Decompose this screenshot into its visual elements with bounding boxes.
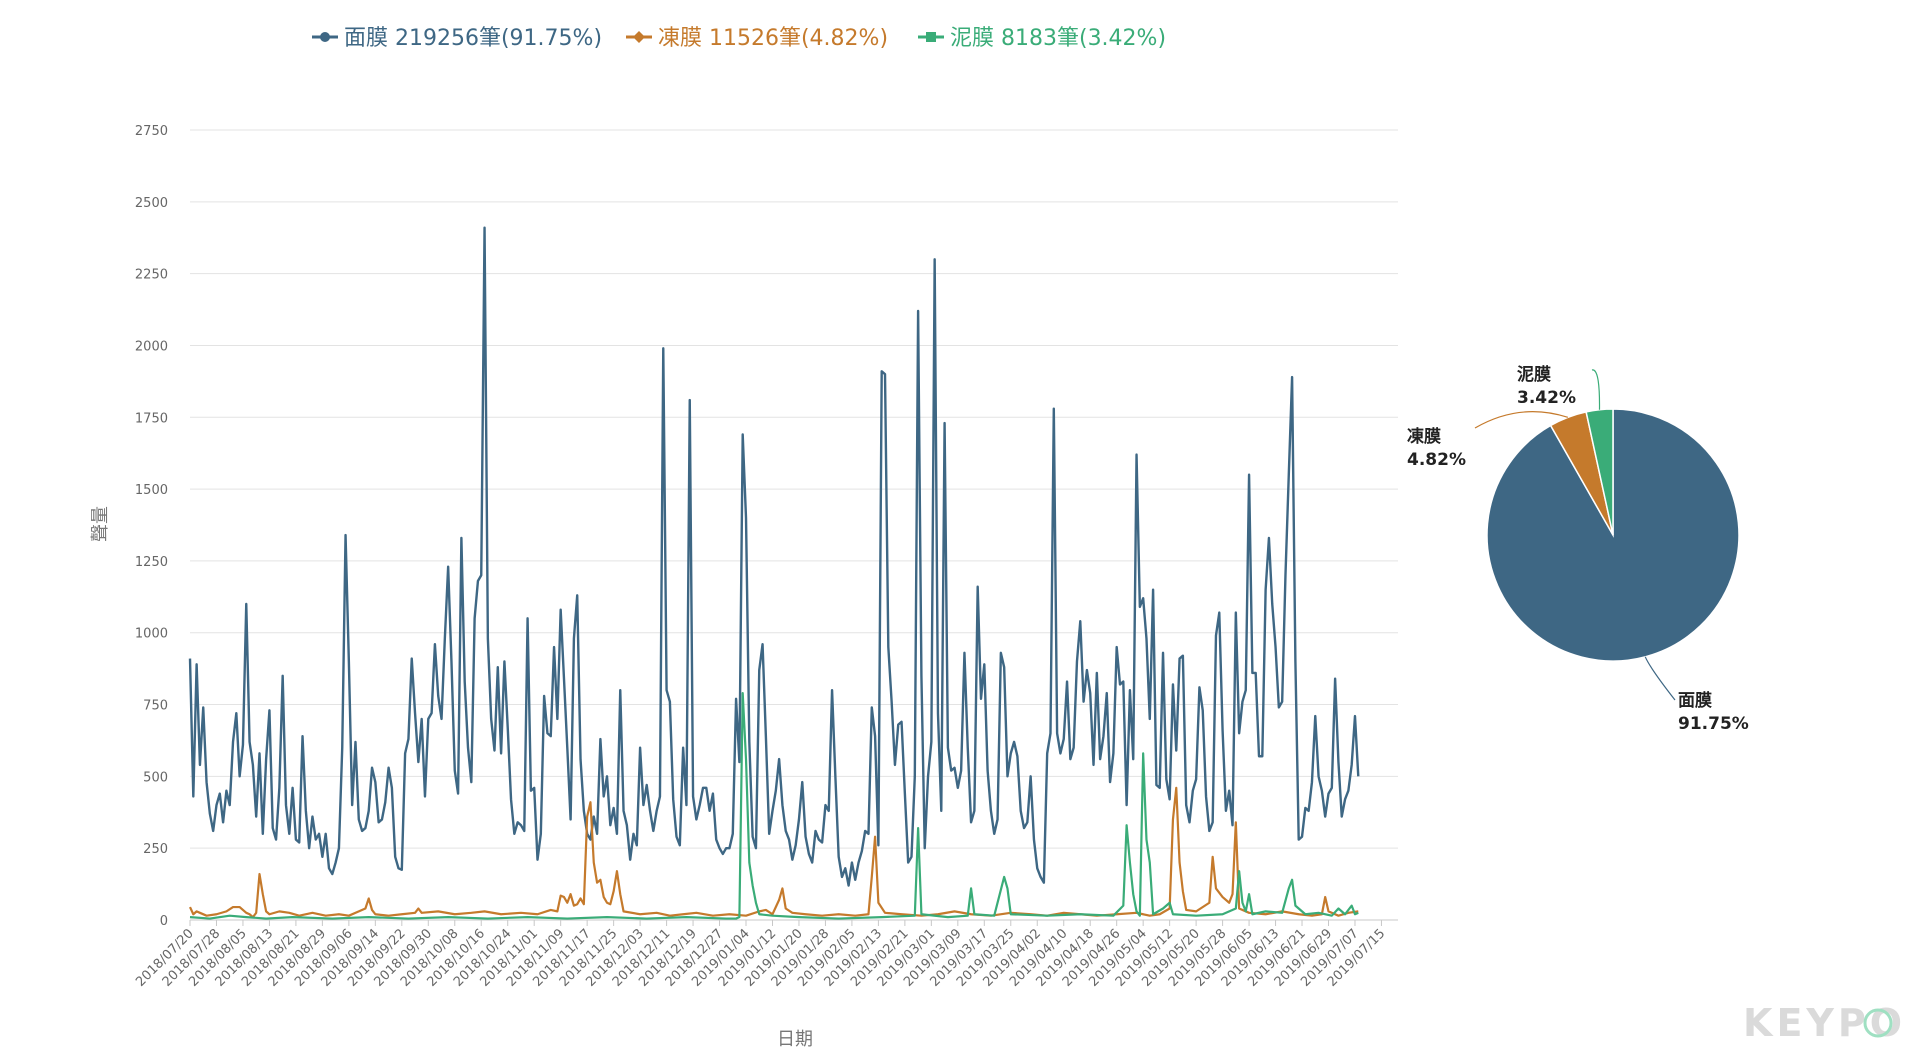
y-tick-label: 1000 <box>135 627 168 642</box>
y-tick-label: 2000 <box>135 339 168 354</box>
keypo-watermark: KEYPO <box>1743 1001 1906 1045</box>
y-tick-label: 1250 <box>135 555 168 570</box>
y-tick-label: 2500 <box>135 196 168 211</box>
pie-connector <box>1474 411 1569 429</box>
y-tick-label: 500 <box>143 770 168 785</box>
y-tick-label: 2250 <box>135 268 168 283</box>
legend[interactable]: 面膜 219256筆(91.75%) 凍膜 11526筆(4.82%) 泥膜 818… <box>312 26 1166 51</box>
line-series[interactable] <box>188 226 1360 920</box>
legend-marker-square-icon <box>926 32 936 42</box>
legend-item-mask[interactable]: 面膜 219256筆(91.75%) <box>312 26 602 51</box>
pie-chart[interactable]: 面膜 91.75% 凍膜 4.82% 泥膜 3.42% <box>1407 364 1749 734</box>
legend-label: 凍膜 11526筆(4.82%) <box>658 26 888 51</box>
y-tick-label: 2750 <box>135 124 168 139</box>
y-tick-label: 1500 <box>135 483 168 498</box>
series-line-mud[interactable] <box>189 691 1359 920</box>
y-tick-label: 1750 <box>135 411 168 426</box>
y-axis-title: 聲量 <box>90 506 111 542</box>
x-axis-title: 日期 <box>777 1029 813 1050</box>
y-tick-label: 750 <box>143 699 168 714</box>
series-line-mask[interactable] <box>188 226 1360 887</box>
legend-label: 面膜 219256筆(91.75%) <box>344 26 602 51</box>
x-axis: 2018/07/202018/07/282018/08/052018/08/13… <box>133 920 1388 990</box>
watermark-text: KEYPO <box>1743 1001 1906 1045</box>
pie-label-value: 3.42% <box>1517 388 1576 408</box>
pie-label-name: 凍膜 <box>1407 426 1441 447</box>
legend-item-jelly[interactable]: 凍膜 11526筆(4.82%) <box>626 26 888 51</box>
y-gridlines <box>190 129 1398 921</box>
pie-label-name: 面膜 <box>1678 690 1712 711</box>
y-tick-label: 0 <box>160 914 168 929</box>
legend-marker-diamond-icon <box>633 31 645 43</box>
series-line-jelly[interactable] <box>189 786 1359 919</box>
legend-label: 泥膜 8183筆(3.42%) <box>950 26 1166 51</box>
pie-label-value: 91.75% <box>1678 714 1749 734</box>
pie-label-value: 4.82% <box>1407 450 1466 470</box>
pie-connector <box>1591 369 1601 410</box>
pie-label-name: 泥膜 <box>1517 364 1551 385</box>
legend-marker-circle-icon <box>320 32 330 42</box>
y-tick-labels: 0 250 500 750 1000 1250 1500 1750 2000 2250 2500 27… <box>135 124 168 929</box>
legend-item-mud[interactable]: 泥膜 8183筆(3.42%) <box>918 26 1166 51</box>
watermark-mark-icon <box>1863 1008 1893 1038</box>
pie-connector <box>1644 656 1676 701</box>
y-tick-label: 250 <box>143 842 168 857</box>
